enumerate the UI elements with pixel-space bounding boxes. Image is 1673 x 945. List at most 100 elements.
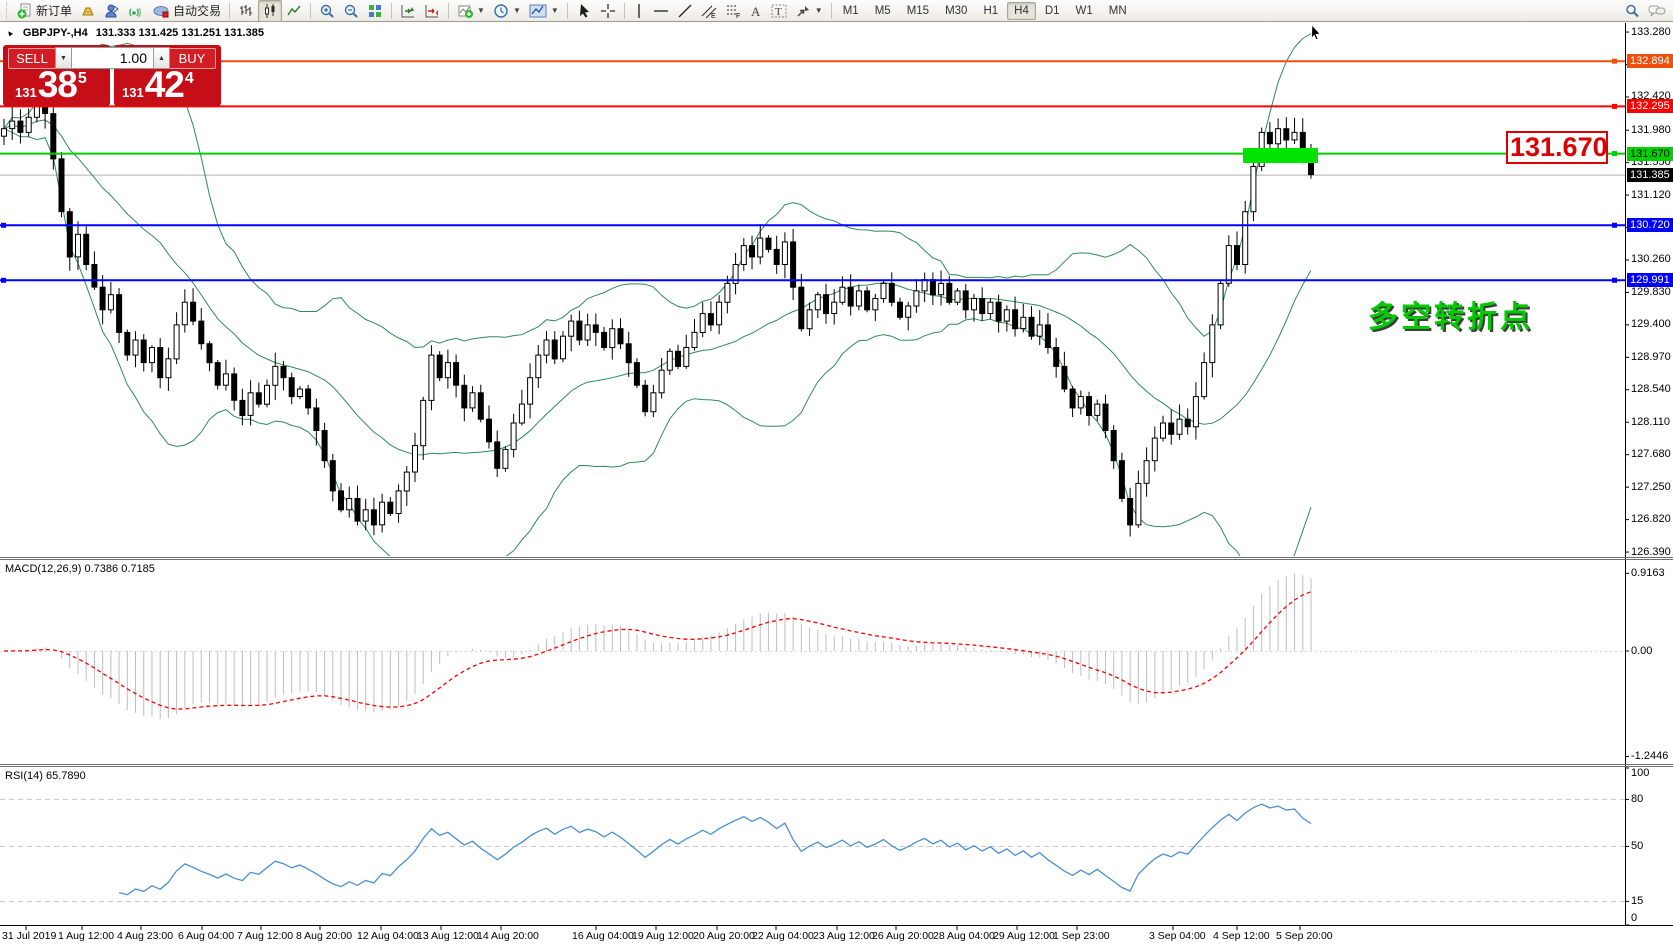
fibonacci-button[interactable]: F — [721, 0, 745, 22]
price-badge-129.991: 129.991 — [1627, 273, 1673, 288]
volume-increase-button[interactable]: ▲ — [153, 47, 170, 69]
macd-name: MACD(12,26,9) — [5, 563, 82, 575]
crosshair-icon — [600, 3, 616, 19]
rsi-axis-label: 15 — [1631, 894, 1644, 907]
signals-button[interactable] — [124, 0, 148, 22]
auto-scroll-button[interactable] — [396, 0, 420, 22]
price-tick: 127.680 — [1631, 448, 1671, 461]
zoom-in-button[interactable] — [315, 0, 339, 22]
vertical-line-button[interactable] — [629, 0, 649, 22]
date-label: 31 Jul 2019 — [2, 930, 57, 942]
alerts-icon — [80, 3, 96, 19]
zoom-out-button[interactable] — [339, 0, 363, 22]
chart-annotation[interactable]: 多空转折点 — [1368, 301, 1533, 334]
date-label: 1 Sep 23:00 — [1053, 930, 1110, 942]
timeframe-m5[interactable]: M5 — [874, 4, 891, 17]
zoom-out-icon — [343, 3, 359, 19]
symbol-info: ▲ GBPJPY-,H4 131.333 131.425 131.251 131… — [4, 27, 264, 39]
arrows-icon — [795, 3, 811, 19]
one-click-trading-panel: SELL 131 38 5 BUY 131 42 4 ▼ ▲ — [3, 45, 221, 106]
highlight-box[interactable] — [1243, 147, 1318, 163]
macd-histogram — [11, 574, 1312, 719]
line-chart-button[interactable] — [282, 0, 306, 22]
chat-button[interactable] — [1644, 0, 1670, 22]
search-button[interactable] — [1620, 0, 1644, 22]
vertical-line-icon — [633, 3, 645, 19]
price-tick: 129.830 — [1631, 285, 1671, 298]
date-label: 1 Aug 12:00 — [58, 930, 115, 942]
timeframe-w1[interactable]: W1 — [1075, 4, 1093, 17]
crosshair-button[interactable] — [596, 0, 620, 22]
price-tick: 128.970 — [1631, 350, 1671, 363]
price-tick: 126.390 — [1631, 545, 1671, 558]
trendline-icon — [677, 3, 693, 19]
market-button[interactable] — [100, 0, 124, 22]
timeframe-m15[interactable]: M15 — [906, 4, 930, 17]
date-label: 7 Aug 12:00 — [237, 930, 294, 942]
price-tick: 128.540 — [1631, 383, 1671, 396]
bar-chart-button[interactable] — [234, 0, 258, 22]
chart-shift-button[interactable] — [420, 0, 444, 22]
new-order-button[interactable]: 新订单 — [13, 0, 76, 22]
horizontal-line-button[interactable] — [649, 0, 673, 22]
date-label: 29 Aug 12:00 — [993, 930, 1055, 942]
date-label: 13 Aug 12:00 — [417, 930, 479, 942]
svg-text:E: E — [711, 13, 716, 19]
date-label: 26 Aug 20:00 — [872, 930, 934, 942]
macd-value-main: 0.7386 — [84, 563, 119, 575]
autotrade-button[interactable]: 自动交易 — [148, 0, 225, 22]
buy-price-big: 42 — [144, 64, 185, 105]
sell-price-sup: 5 — [77, 70, 87, 87]
candlestick-chart-button[interactable] — [258, 0, 283, 22]
timeframe-m1[interactable]: M1 — [842, 4, 859, 17]
buy-button[interactable]: BUY — [168, 48, 216, 69]
date-label: 3 Sep 04:00 — [1149, 930, 1206, 942]
cursor-button[interactable] — [572, 0, 596, 22]
tile-windows-icon — [367, 3, 383, 19]
date-label: 19 Aug 12:00 — [632, 930, 694, 942]
price-tick: 131.980 — [1631, 123, 1671, 136]
date-label: 4 Sep 12:00 — [1213, 930, 1270, 942]
autotrade-label: 自动交易 — [173, 4, 222, 18]
templates-button[interactable]: ▼ — [525, 0, 563, 22]
autotrade-icon — [152, 3, 170, 19]
price-callout[interactable]: 131.670 — [1506, 131, 1608, 164]
tile-windows-button[interactable] — [363, 0, 387, 22]
dropdown-caret: ▼ — [477, 6, 485, 15]
candlestick-chart-icon — [262, 3, 278, 19]
macd-value-signal: 0.7185 — [121, 563, 155, 575]
add-indicator-button[interactable]: ▼ — [453, 0, 489, 22]
bar-chart-icon — [238, 3, 254, 19]
alerts-button[interactable] — [76, 0, 100, 22]
price-tick: 127.250 — [1631, 480, 1671, 493]
text-label-button[interactable]: T — [767, 0, 791, 22]
date-label: 6 Aug 04:00 — [178, 930, 235, 942]
svg-text:T: T — [775, 6, 782, 18]
timeframe-h1[interactable]: H1 — [983, 4, 999, 17]
timeframe-m30[interactable]: M30 — [945, 4, 968, 17]
equidistant-channel-button[interactable]: E — [697, 0, 721, 22]
volume-input[interactable] — [72, 47, 153, 69]
date-label: 20 Aug 20:00 — [693, 930, 755, 942]
arrows-button[interactable]: ▼ — [791, 0, 827, 22]
sell-button[interactable]: SELL — [8, 48, 56, 69]
volume-decrease-button[interactable]: ▼ — [55, 47, 72, 69]
timeframe-d1[interactable]: D1 — [1044, 4, 1060, 17]
date-label: 5 Sep 20:00 — [1276, 930, 1333, 942]
buy-price-prefix: 131 — [122, 85, 144, 100]
auto-scroll-icon — [400, 3, 416, 19]
svg-text:A: A — [751, 4, 761, 19]
text-label-icon: T — [771, 3, 787, 19]
market-icon — [104, 3, 120, 19]
trendline-button[interactable] — [673, 0, 697, 22]
symbol-ohlc: 131.333 131.425 131.251 131.385 — [95, 27, 264, 39]
buy-price: 131 42 4 — [122, 66, 194, 103]
separator — [310, 2, 312, 19]
text-button[interactable]: A — [745, 0, 767, 22]
periods-button[interactable]: ▼ — [489, 0, 525, 22]
timeframe-mn[interactable]: MN — [1108, 4, 1127, 17]
periods-icon — [493, 3, 509, 19]
macd-label: MACD(12,26,9) 0.7386 0.7185 — [5, 563, 155, 575]
timeframe-h4[interactable]: H4 — [1007, 1, 1036, 20]
